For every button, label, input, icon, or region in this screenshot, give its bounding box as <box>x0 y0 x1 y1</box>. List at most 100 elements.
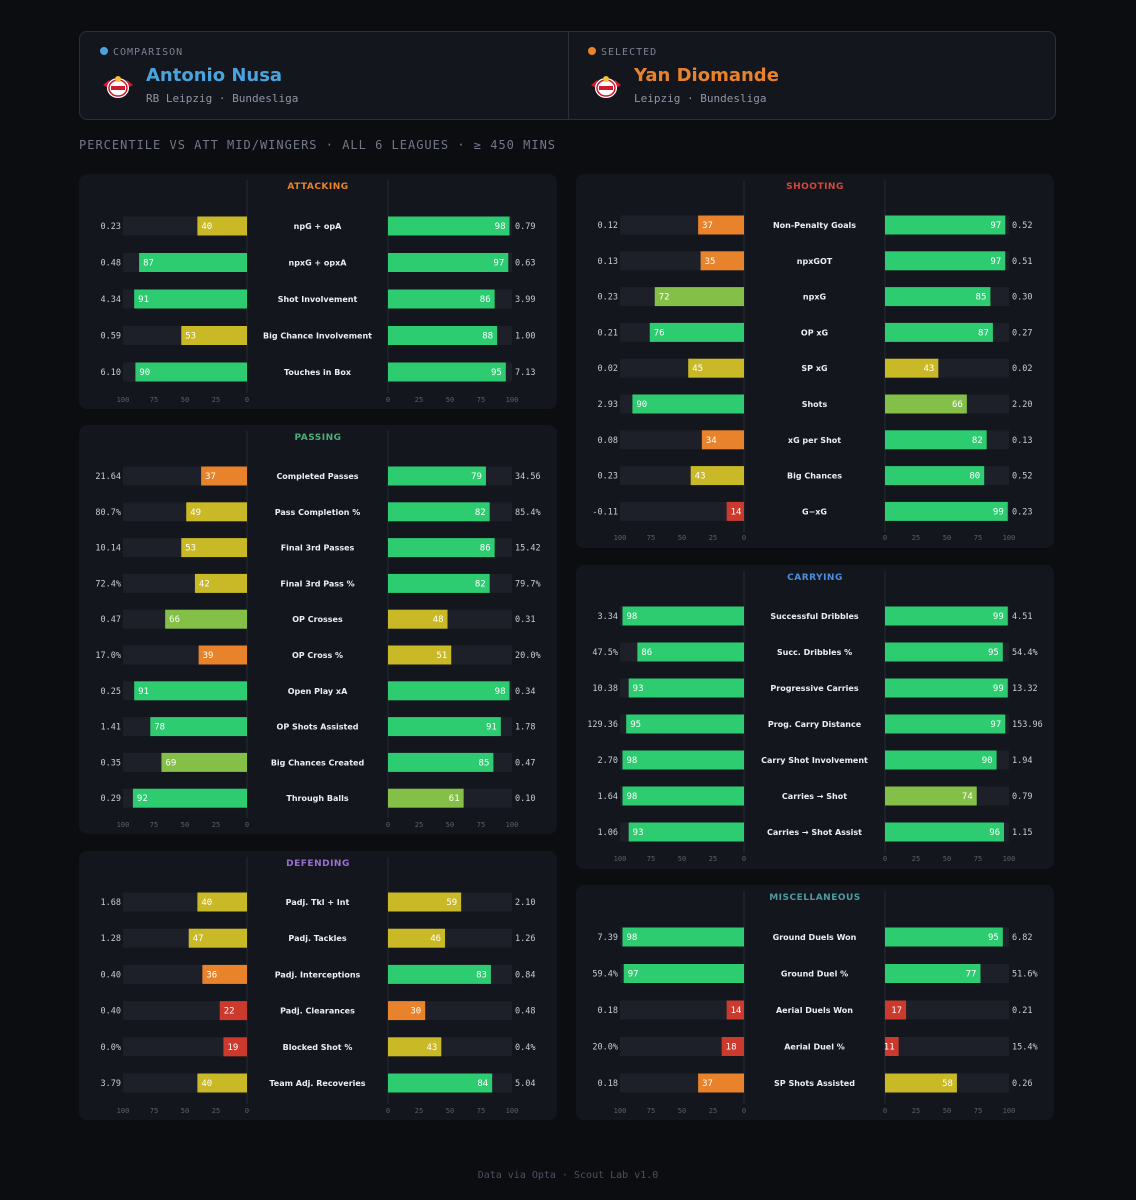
left-percentile-label: 98 <box>626 612 637 622</box>
left-percentile-bar <box>219 1001 247 1021</box>
right-percentile-bar <box>885 678 1008 698</box>
selected-player-name: Yan Diomande <box>634 65 779 86</box>
right-percentile-label: 99 <box>993 612 1004 622</box>
left-raw-value: 20.0% <box>592 1043 618 1053</box>
right-raw-value: 1.15 <box>1012 828 1032 838</box>
left-percentile-bar <box>632 394 744 414</box>
right-percentile-bar <box>885 822 1005 842</box>
left-percentile-label: 37 <box>702 221 713 231</box>
left-percentile-label: 76 <box>654 328 665 338</box>
right-axis-tick: 25 <box>912 855 920 863</box>
defending-panel: DEFENDING 40 59 1.68 2.10 Padj. Tkl + Int 47 46… <box>79 851 557 1120</box>
right-raw-value: 0.30 <box>1012 293 1032 303</box>
right-axis-tick: 75 <box>974 534 982 542</box>
right-percentile-bar <box>388 216 510 236</box>
right-percentile-label: 61 <box>449 794 460 804</box>
left-raw-value: 0.47 <box>101 615 121 625</box>
left-axis-tick: 25 <box>709 855 717 863</box>
metric-row: 78 91 1.41 1.78 OP Shots Assisted <box>101 717 535 737</box>
left-raw-value: 47.5% <box>592 648 618 658</box>
right-raw-value: 0.23 <box>1012 507 1032 517</box>
left-raw-value: 3.79 <box>101 1079 121 1089</box>
left-percentile-bar <box>139 253 247 272</box>
metric-row: 76 87 0.21 0.27 OP xG <box>598 322 1032 342</box>
metric-row: 92 61 0.29 0.10 Through Balls <box>101 788 535 808</box>
left-percentile-bar <box>181 538 247 558</box>
left-percentile-bar <box>623 964 744 983</box>
metric-row: 40 98 0.23 0.79 npG + opA <box>101 216 535 236</box>
left-raw-value: 0.18 <box>598 1006 618 1016</box>
left-percentile-label: 40 <box>201 222 212 232</box>
player-header: COMPARISON Antonio Nusa RB Leipzig · Bun… <box>79 31 1056 120</box>
metric-label: Open Play xA <box>288 687 348 696</box>
right-percentile-bar <box>885 750 997 770</box>
left-bar-track <box>620 501 744 521</box>
left-percentile-label: 40 <box>201 1079 212 1089</box>
metric-row: 49 82 80.7% 85.4% Pass Completion % <box>95 502 541 522</box>
right-percentile-label: 79 <box>471 472 482 482</box>
right-percentile-label: 43 <box>923 364 934 374</box>
left-percentile-bar <box>188 928 247 948</box>
left-percentile-bar <box>628 678 744 698</box>
right-axis-tick: 0 <box>386 1107 390 1115</box>
left-percentile-label: 87 <box>143 259 154 269</box>
left-percentile-bar <box>165 609 247 629</box>
left-percentile-label: 47 <box>193 934 204 944</box>
right-percentile-label: 86 <box>480 295 491 305</box>
metric-label: OP Crosses <box>292 615 343 624</box>
right-raw-value: 0.52 <box>1012 221 1032 231</box>
left-percentile-label: 95 <box>630 720 641 730</box>
left-percentile-label: 35 <box>705 257 716 267</box>
metric-row: 34 82 0.08 0.13 xG per Shot <box>598 430 1032 450</box>
left-percentile-bar <box>197 892 247 912</box>
miscellaneous-chart: 98 95 7.39 6.82 Ground Duels Won 97 77 59.4% 51.… <box>592 891 1038 1115</box>
right-axis-tick: 0 <box>883 534 887 542</box>
metric-row: 14 17 0.18 0.21 Aerial Duels Won <box>598 1000 1032 1020</box>
metric-row: 98 99 3.34 4.51 Successful Dribbles <box>598 606 1032 626</box>
miscellaneous-title: MISCELLANEOUS <box>769 893 861 903</box>
right-percentile-label: 58 <box>942 1079 953 1089</box>
left-percentile-label: 91 <box>138 295 149 305</box>
carrying-title: CARRYING <box>787 573 843 583</box>
passing-chart: 37 79 21.64 34.56 Completed Passes 49 82 80.7% 8… <box>95 431 541 829</box>
left-axis-tick: 0 <box>742 1107 746 1115</box>
selected-tag: SELECTED <box>588 47 657 58</box>
left-raw-value: 0.23 <box>101 222 121 232</box>
left-percentile-label: 98 <box>626 933 637 943</box>
attacking-chart: 40 98 0.23 0.79 npG + opA 87 97 0.48 0.63 npxG + … <box>101 180 535 404</box>
right-raw-value: 5.04 <box>515 1079 535 1089</box>
left-axis-tick: 0 <box>742 855 746 863</box>
left-percentile-label: 14 <box>731 507 742 517</box>
right-percentile-bar <box>885 1000 907 1020</box>
metric-row: 91 98 0.25 0.34 Open Play xA <box>101 681 535 701</box>
right-percentile-bar <box>388 681 510 701</box>
right-percentile-bar <box>388 1037 442 1057</box>
right-percentile-bar <box>885 714 1006 734</box>
left-percentile-label: 90 <box>636 400 647 410</box>
comparison-player-club: RB Leipzig · Bundesliga <box>146 92 299 105</box>
left-percentile-bar <box>186 502 247 522</box>
metric-row: 18 11 20.0% 15.4% Aerial Duel % <box>592 1037 1038 1056</box>
right-axis-tick: 100 <box>1003 1107 1016 1115</box>
left-axis-tick: 100 <box>614 534 627 542</box>
metric-row: 98 90 2.70 1.94 Carry Shot Involvement <box>598 750 1032 770</box>
left-percentile-bar <box>649 322 744 342</box>
header-divider <box>568 32 569 119</box>
right-raw-value: 15.4% <box>1012 1043 1038 1053</box>
right-raw-value: 7.13 <box>515 368 535 378</box>
left-percentile-label: 39 <box>203 651 214 661</box>
left-percentile-label: 93 <box>633 684 644 694</box>
left-percentile-label: 66 <box>169 615 180 625</box>
left-raw-value: 0.48 <box>101 259 121 269</box>
carrying-chart: 98 99 3.34 4.51 Successful Dribbles 86 95 47.5%… <box>587 571 1043 863</box>
left-percentile-bar <box>223 1037 247 1057</box>
left-percentile-bar <box>134 681 247 701</box>
left-percentile-bar <box>698 215 744 235</box>
rb-leipzig-crest-icon <box>103 76 133 98</box>
comparison-player-name: Antonio Nusa <box>146 65 283 86</box>
left-raw-value: 1.41 <box>101 723 121 733</box>
right-percentile-label: 77 <box>966 970 977 980</box>
left-percentile-label: 97 <box>628 970 639 980</box>
left-raw-value: 3.34 <box>598 612 618 622</box>
right-percentile-bar <box>388 752 494 772</box>
